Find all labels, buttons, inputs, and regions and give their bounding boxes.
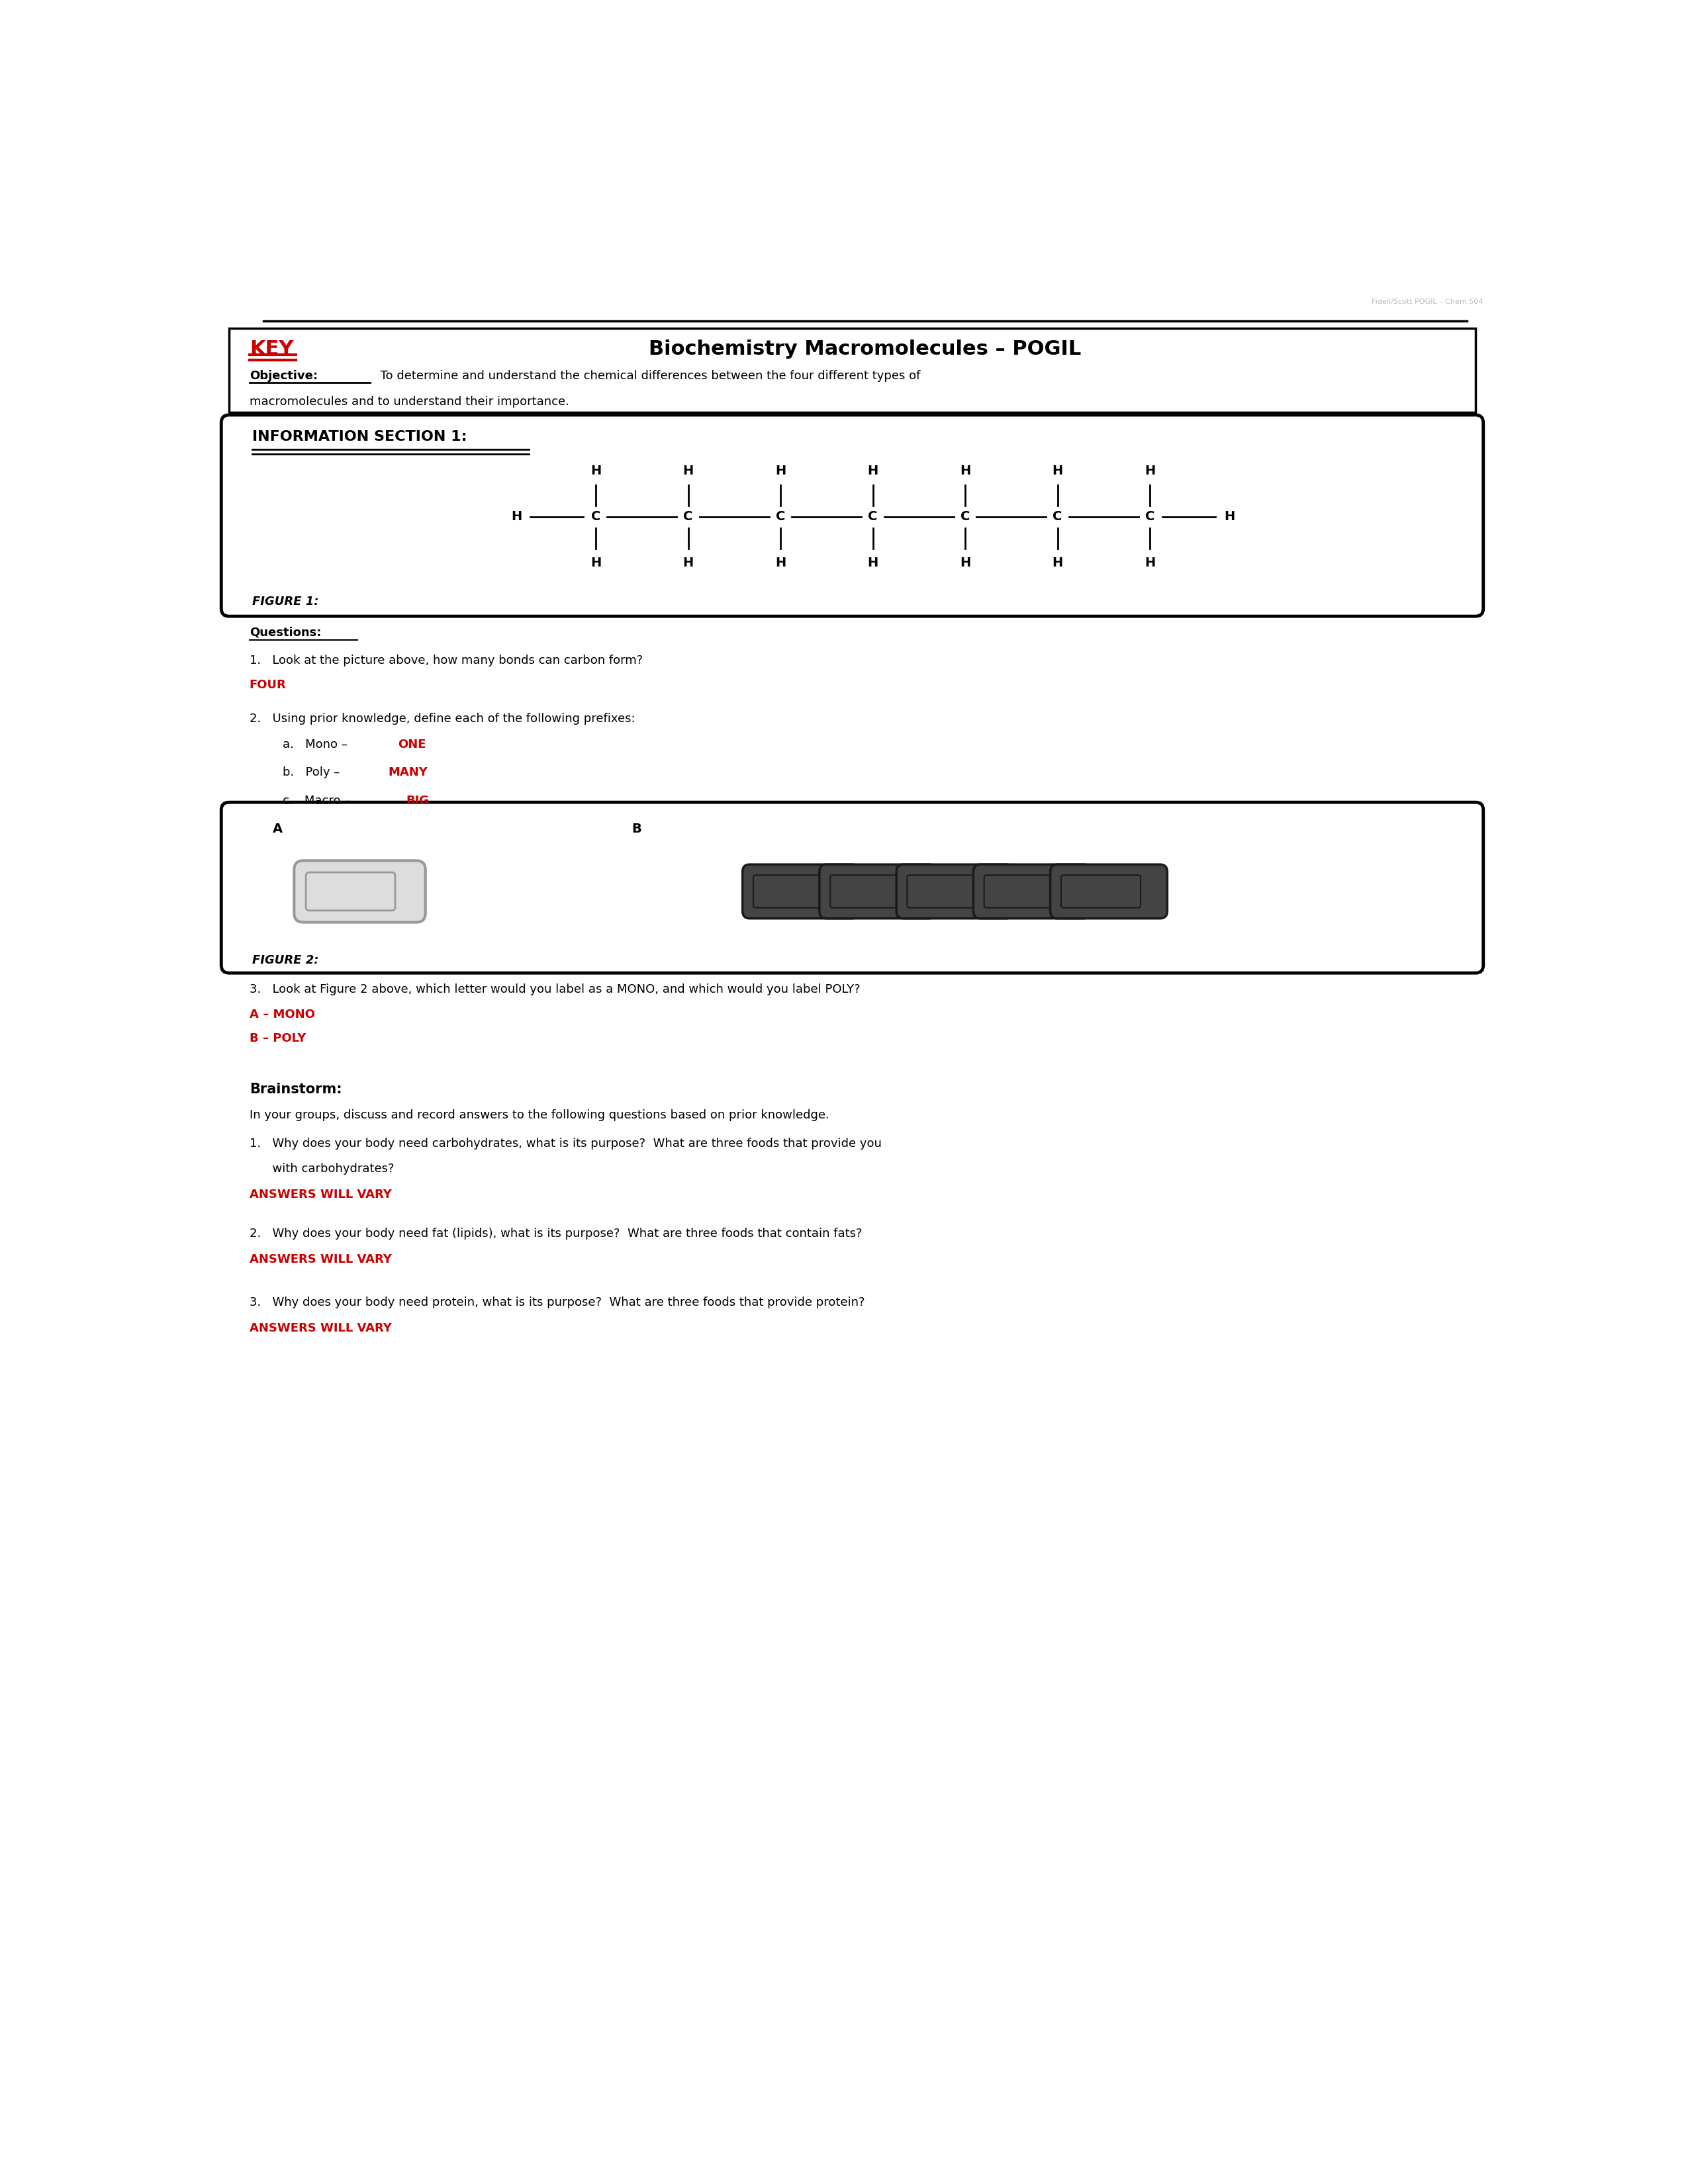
Text: 2.   Why does your body need fat (lipids), what is its purpose?  What are three : 2. Why does your body need fat (lipids),… [250, 1227, 863, 1241]
Text: INFORMATION SECTION 1:: INFORMATION SECTION 1: [252, 430, 468, 443]
Text: H: H [591, 557, 601, 570]
Text: H: H [868, 465, 878, 478]
Text: H: H [682, 557, 694, 570]
Text: B – POLY: B – POLY [250, 1033, 306, 1044]
FancyBboxPatch shape [819, 865, 937, 919]
Text: a.   Mono –: a. Mono – [284, 738, 351, 751]
FancyBboxPatch shape [1050, 865, 1168, 919]
Text: C: C [684, 511, 692, 524]
Text: A – MONO: A – MONO [250, 1009, 316, 1020]
FancyBboxPatch shape [830, 876, 910, 909]
Text: C: C [868, 511, 878, 524]
FancyBboxPatch shape [906, 876, 987, 909]
FancyBboxPatch shape [221, 802, 1484, 974]
Text: H: H [960, 465, 971, 478]
Text: In your groups, discuss and record answers to the following questions based on p: In your groups, discuss and record answe… [250, 1109, 829, 1120]
Text: Brainstorm:: Brainstorm: [250, 1083, 343, 1096]
Text: H: H [868, 557, 878, 570]
Text: macromolecules and to understand their importance.: macromolecules and to understand their i… [250, 395, 569, 408]
Text: c.   Macro –: c. Macro – [284, 795, 354, 806]
Text: 3.   Look at Figure 2 above, which letter would you label as a MONO, and which w: 3. Look at Figure 2 above, which letter … [250, 983, 861, 996]
FancyBboxPatch shape [896, 865, 1013, 919]
Text: ANSWERS WILL VARY: ANSWERS WILL VARY [250, 1188, 392, 1201]
Text: ANSWERS WILL VARY: ANSWERS WILL VARY [250, 1254, 392, 1265]
FancyBboxPatch shape [1062, 876, 1141, 909]
Text: H: H [511, 511, 522, 524]
Text: H: H [1144, 557, 1155, 570]
Text: KEY: KEY [250, 339, 294, 358]
Text: 2.   Using prior knowledge, define each of the following prefixes:: 2. Using prior knowledge, define each of… [250, 714, 635, 725]
Text: FIGURE 2:: FIGURE 2: [252, 954, 319, 965]
FancyBboxPatch shape [294, 860, 425, 922]
Text: H: H [591, 465, 601, 478]
Text: MANY: MANY [388, 767, 427, 778]
FancyBboxPatch shape [306, 871, 395, 911]
FancyBboxPatch shape [984, 876, 1063, 909]
FancyBboxPatch shape [974, 865, 1090, 919]
Text: H: H [1052, 557, 1063, 570]
Text: 1.   Why does your body need carbohydrates, what is its purpose?  What are three: 1. Why does your body need carbohydrates… [250, 1138, 881, 1149]
Text: ONE: ONE [398, 738, 427, 751]
Text: H: H [1052, 465, 1063, 478]
Text: Questions:: Questions: [250, 627, 321, 638]
Text: H: H [775, 465, 787, 478]
FancyBboxPatch shape [221, 415, 1484, 616]
Text: A: A [272, 823, 282, 834]
Text: H: H [1224, 511, 1234, 524]
Text: BIG: BIG [405, 795, 429, 806]
Text: H: H [960, 557, 971, 570]
Text: with carbohydrates?: with carbohydrates? [250, 1164, 393, 1175]
FancyBboxPatch shape [230, 328, 1475, 413]
Text: To determine and understand the chemical differences between the four different : To determine and understand the chemical… [373, 369, 920, 382]
Text: Biochemistry Macromolecules – POGIL: Biochemistry Macromolecules – POGIL [648, 339, 1082, 358]
Text: C: C [1053, 511, 1062, 524]
Text: H: H [775, 557, 787, 570]
Text: Fidell/Scott POGIL – Chem 504: Fidell/Scott POGIL – Chem 504 [1372, 299, 1484, 306]
Text: Objective:: Objective: [250, 369, 317, 382]
Text: 3.   Why does your body need protein, what is its purpose?  What are three foods: 3. Why does your body need protein, what… [250, 1297, 864, 1308]
Text: FOUR: FOUR [250, 679, 287, 690]
FancyBboxPatch shape [753, 876, 832, 909]
Text: B: B [631, 823, 641, 834]
FancyBboxPatch shape [743, 865, 859, 919]
Text: ANSWERS WILL VARY: ANSWERS WILL VARY [250, 1321, 392, 1334]
Text: C: C [591, 511, 601, 524]
Text: C: C [776, 511, 785, 524]
Text: C: C [960, 511, 971, 524]
Text: FIGURE 1:: FIGURE 1: [252, 596, 319, 607]
Text: H: H [1144, 465, 1155, 478]
Text: C: C [1144, 511, 1155, 524]
Text: H: H [682, 465, 694, 478]
Text: b.   Poly –: b. Poly – [284, 767, 344, 778]
Text: 1.   Look at the picture above, how many bonds can carbon form?: 1. Look at the picture above, how many b… [250, 655, 643, 666]
